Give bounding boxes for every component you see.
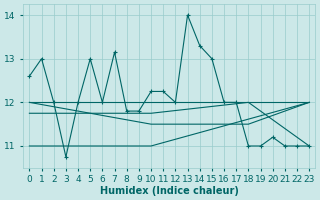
X-axis label: Humidex (Indice chaleur): Humidex (Indice chaleur): [100, 186, 239, 196]
